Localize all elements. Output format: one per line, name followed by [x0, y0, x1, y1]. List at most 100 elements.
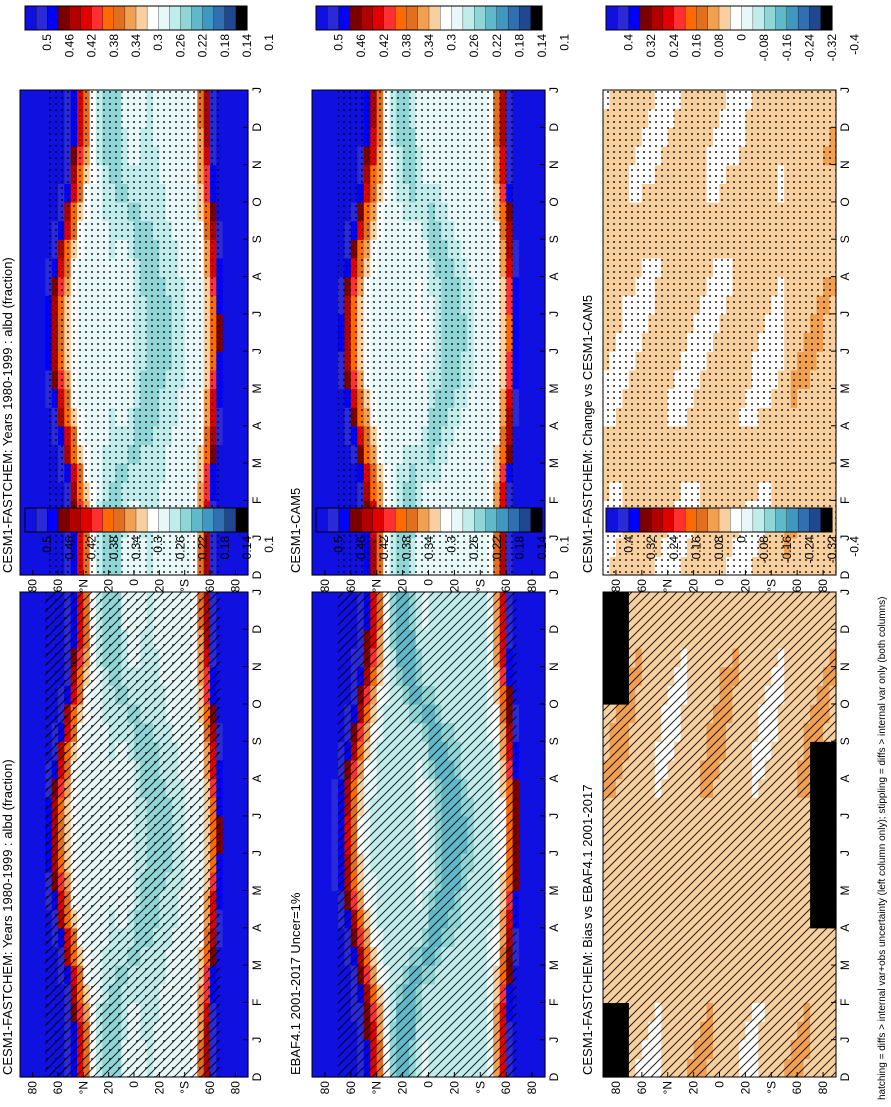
heat-cell — [312, 741, 320, 761]
heat-cell — [312, 556, 320, 576]
heat-cell — [331, 797, 339, 817]
heat-cell — [241, 965, 249, 985]
heat-cell — [229, 108, 236, 128]
heat-cell — [26, 946, 34, 966]
heat-cell — [318, 909, 326, 929]
heat-cell — [525, 90, 533, 110]
heat-cell — [235, 127, 243, 147]
lat-tick-label: 60 — [203, 1081, 217, 1095]
heat-cell — [331, 407, 339, 427]
heat-cell — [532, 313, 540, 334]
heat-cell — [525, 220, 533, 240]
significance-overlay — [337, 592, 517, 1077]
heat-cell — [538, 351, 546, 371]
heat-cell — [318, 629, 326, 649]
heat-cell — [318, 108, 326, 128]
heat-cell — [39, 722, 46, 742]
heat-cell — [26, 388, 34, 408]
heat-cell — [312, 276, 320, 296]
heat-cell — [39, 351, 46, 371]
heat-cell — [312, 909, 320, 929]
heat-cell — [39, 778, 46, 798]
heat-cell — [20, 834, 27, 854]
panel-title: CESM1-FASTCHEM: Years 1980-1999 : albd (… — [0, 759, 15, 1075]
heat-cell — [222, 965, 230, 985]
heat-cell — [538, 871, 546, 892]
heat-cell — [235, 853, 243, 873]
heat-cell — [222, 276, 230, 296]
heat-cell — [32, 369, 40, 390]
heat-cell — [26, 313, 34, 334]
heat-cell — [241, 666, 249, 686]
heat-cell — [32, 537, 40, 557]
heat-cell — [318, 164, 326, 184]
month-tick-label: J — [547, 348, 561, 354]
heat-cell — [532, 276, 540, 296]
heat-cell — [538, 313, 546, 334]
heat-cell — [39, 108, 46, 128]
heat-cell — [324, 146, 332, 166]
heat-cell — [39, 220, 46, 240]
heat-cell — [532, 1039, 540, 1059]
heat-cell — [39, 332, 46, 352]
month-tick-label: D — [250, 570, 264, 579]
heat-cell — [324, 834, 332, 854]
heat-cell — [235, 1002, 243, 1022]
heat-cell — [525, 666, 533, 686]
heat-cell — [235, 1058, 243, 1078]
heat-cell — [26, 183, 34, 203]
heat-cell — [324, 946, 332, 966]
lat-tick-label: 80 — [816, 579, 830, 593]
heat-cell — [32, 703, 40, 724]
month-tick-label: F — [838, 497, 852, 504]
heat-cell — [20, 556, 27, 576]
heat-cell — [32, 481, 40, 501]
heat-cell — [26, 703, 34, 724]
heat-cell — [312, 834, 320, 854]
heat-cell — [525, 610, 533, 630]
heat-cell — [331, 927, 339, 948]
heat-cell — [538, 183, 546, 203]
heat-cell — [229, 556, 236, 576]
heat-cell — [538, 890, 546, 910]
heat-cell — [20, 108, 27, 128]
heat-cell — [331, 871, 339, 892]
heat-cell — [519, 481, 527, 501]
heat-cell — [538, 146, 546, 166]
heat-cell — [241, 388, 249, 408]
heat-cell — [532, 444, 540, 464]
heat-cell — [538, 295, 546, 315]
heat-cell — [235, 759, 243, 780]
heat-cell — [312, 295, 320, 315]
heat-cell — [525, 313, 533, 334]
heat-cell — [532, 108, 540, 128]
heat-cell — [538, 648, 546, 668]
heat-cell — [324, 257, 332, 278]
heat-cell — [525, 1002, 533, 1022]
heat-cell — [39, 1058, 46, 1078]
heat-cell — [20, 648, 27, 668]
heat-cell — [235, 778, 243, 798]
heat-cell — [538, 965, 546, 985]
heat-cell — [235, 834, 243, 854]
heat-cell — [222, 444, 230, 464]
heat-cell — [538, 481, 546, 501]
panel-title: CESM1-FASTCHEM: Years 1980-1999 : albd (… — [0, 257, 15, 573]
heat-cell — [519, 369, 527, 390]
heat-cell — [229, 369, 236, 390]
heat-cell — [538, 759, 546, 780]
heat-cell — [525, 332, 533, 352]
heat-cell — [538, 257, 546, 278]
heat-cell — [241, 629, 249, 649]
heat-cell — [519, 722, 527, 742]
heat-cell — [20, 722, 27, 742]
heat-cell — [532, 1058, 540, 1078]
heat-cell — [538, 946, 546, 966]
heat-cell — [331, 463, 339, 483]
heat-cell — [26, 592, 34, 612]
heat-cell — [519, 1058, 527, 1078]
heat-cell — [318, 592, 326, 612]
heat-cell — [318, 388, 326, 408]
heat-cell — [318, 90, 326, 110]
month-tick-label: S — [250, 737, 264, 745]
